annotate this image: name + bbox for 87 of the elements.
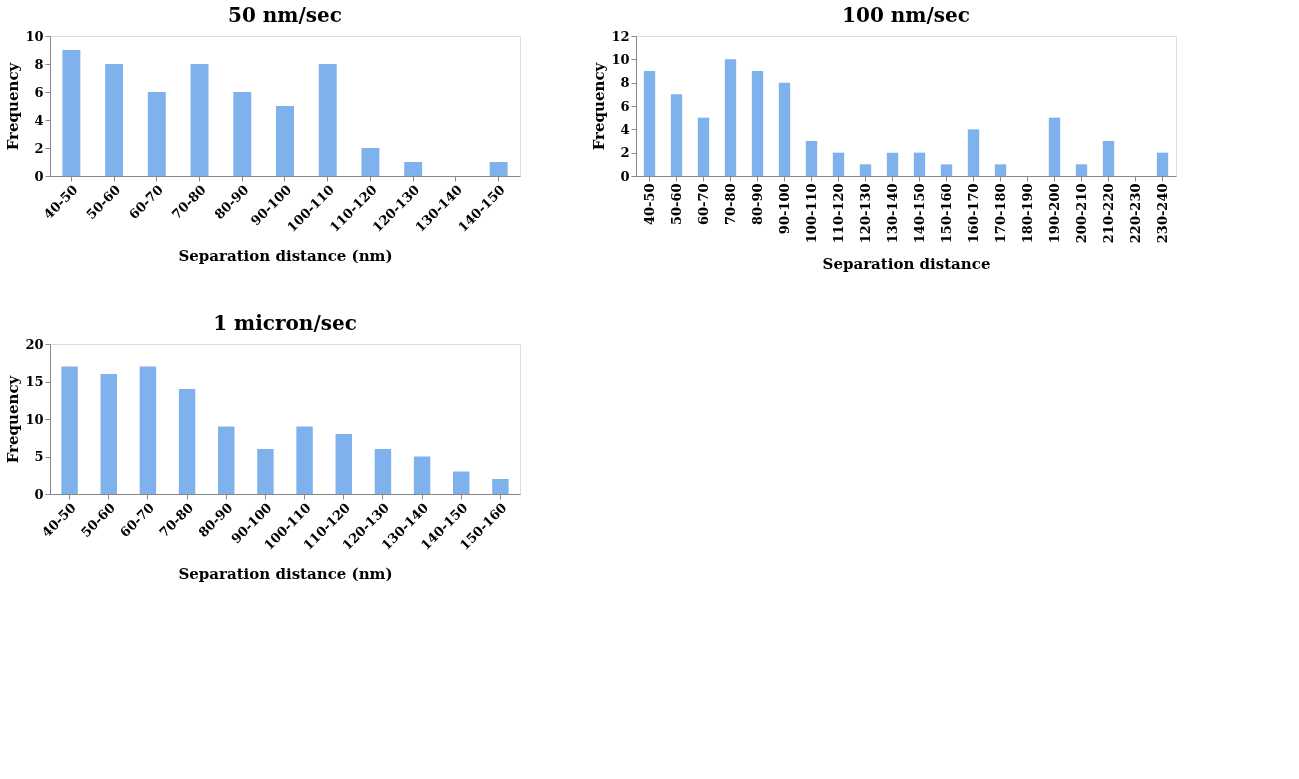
bar [178,389,196,494]
x-tick-label: 120-130 [857,183,873,244]
y-tick-label: 0 [34,168,44,184]
chart-title: 1 micron/sec [213,311,357,335]
bar [61,366,78,494]
x-axis-title: Separation distance [822,255,991,274]
bar [453,471,470,494]
bar [805,141,818,176]
y-tick-label: 20 [25,336,44,352]
bar [218,426,235,494]
x-tick-label: 70-80 [722,183,738,226]
bar [778,82,791,176]
bar [994,164,1007,176]
bar [147,92,166,176]
y-axis-title: Frequency [4,61,23,151]
y-tick-label: 4 [620,121,630,137]
y-tick-label: 0 [620,168,630,184]
bar [413,456,431,494]
x-tick-label: 110-120 [830,183,846,244]
bar [886,152,899,176]
y-tick-label: 10 [611,51,630,67]
chart-title: 50 nm/sec [228,3,342,27]
bar [670,94,683,176]
bar [940,164,953,176]
y-tick-label: 8 [620,75,630,91]
x-tick-label: 180-190 [1019,183,1035,244]
bar [967,129,980,176]
bar [832,152,845,176]
x-tick-label: 60-70 [695,183,711,226]
x-tick-label: 160-170 [965,183,981,244]
y-tick-label: 2 [34,140,44,156]
bar [859,164,872,176]
bar [335,434,352,494]
bar [751,71,764,176]
bar [233,92,252,176]
bar [361,148,380,176]
bar [1075,164,1088,176]
y-tick-label: 8 [34,56,44,72]
bar [374,449,392,494]
x-axis-title: Separation distance (nm) [178,564,393,583]
x-tick-label: 210-220 [1100,183,1116,244]
bar [318,64,337,176]
bar [1156,152,1169,176]
x-tick-label: 220-230 [1127,183,1143,244]
bar [257,449,274,494]
x-tick-label: 80-90 [749,183,765,226]
y-tick-label: 5 [34,449,44,464]
bar [643,71,656,176]
y-axis-title: Frequency [590,61,609,151]
y-tick-label: 15 [25,374,44,389]
bar [913,152,926,176]
x-tick-label: 170-180 [992,183,1008,244]
y-tick-label: 6 [620,98,630,114]
y-tick-label: 0 [34,486,44,502]
bar [100,374,117,494]
bar [105,64,124,176]
y-tick-label: 6 [34,84,44,100]
y-tick-label: 10 [25,411,44,427]
y-axis-title: Frequency [4,374,23,464]
bar [1048,117,1061,176]
x-tick-label: 190-200 [1046,183,1062,244]
x-tick-label: 140-150 [911,183,927,244]
y-tick-label: 10 [25,28,44,44]
bar [276,106,294,176]
x-tick-label: 40-50 [641,183,657,226]
bar [62,50,81,176]
bar [492,479,509,494]
x-tick-label: 200-210 [1073,183,1089,244]
y-tick-label: 4 [34,112,44,128]
y-tick-label: 2 [620,145,630,161]
x-tick-label: 50-60 [668,183,684,226]
bar [697,117,710,176]
x-tick-label: 100-110 [803,183,819,244]
bar [404,162,423,176]
bar [724,59,737,176]
x-tick-label: 230-240 [1154,183,1170,244]
y-tick-label: 12 [611,28,630,44]
x-tick-label: 150-160 [938,183,954,244]
bar [489,162,508,176]
bar [296,426,313,494]
x-tick-label: 90-100 [776,183,792,235]
x-tick-label: 130-140 [884,183,900,244]
chart-title: 100 nm/sec [842,3,970,27]
bar [1102,141,1115,176]
bar [139,366,157,494]
x-axis-title: Separation distance (nm) [178,246,393,265]
bar [190,64,209,176]
